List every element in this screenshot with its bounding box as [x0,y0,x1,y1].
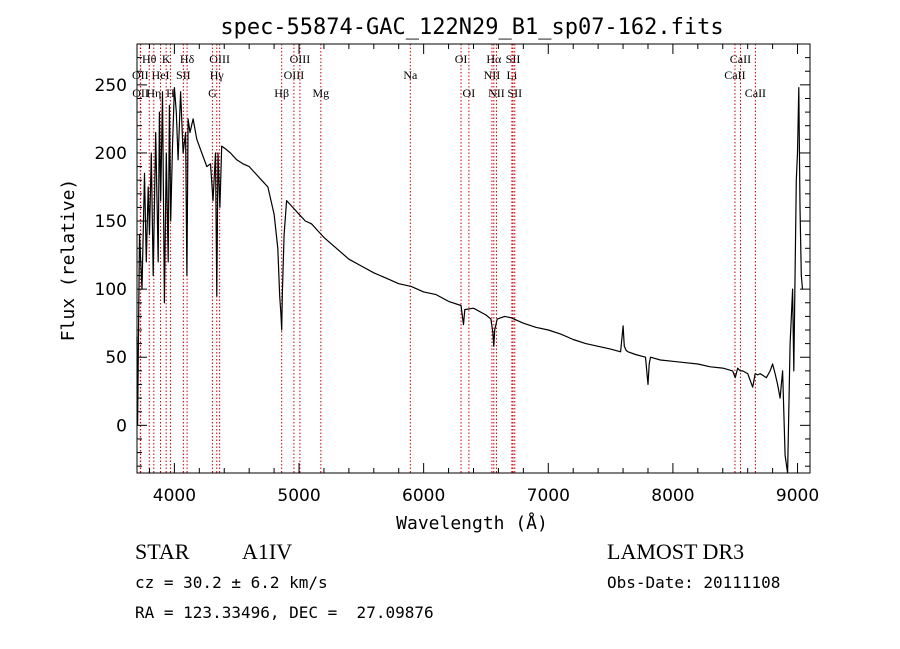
spectral-line-label: OI [455,52,468,66]
y-tick-label: 250 [95,76,127,96]
y-tick-label: 50 [105,348,127,368]
axes: 4000 5000 6000 7000 8000 9000 0 50 100 150 200 250 [95,44,819,506]
spectrum-chart: spec-55874-GAC_122N29_B1_sp07-162.fits H… [58,15,819,534]
spectral-line-label: Na [403,68,418,82]
spectral-line-label: CaII [745,86,766,100]
plot-frame [136,43,811,474]
spectral-line-label: Mg [312,86,329,100]
spectral-line-label: NII [484,68,501,82]
y-axis-label: Flux (relative) [58,179,79,342]
spectral-line-label: SII [507,86,522,100]
redshift-velocity: cz = 30.2 ± 6.2 km/s [135,573,328,592]
x-axis-label: Wavelength (Å) [396,512,548,534]
spectrum-series [136,86,804,474]
x-tick-label: 7000 [527,486,570,506]
y-tick-label: 150 [95,212,127,232]
y-tick-label: 200 [95,144,127,164]
spectral-line-label: OIII [209,52,230,66]
object-subclass: A1IV [242,539,293,564]
spectral-line-label: OIII [284,68,305,82]
spectral-line-label: OI [463,86,476,100]
observation-date: Obs-Date: 20111108 [607,573,781,592]
spectral-line-label: CaII [724,68,745,82]
spectral-line-label: NII [488,86,505,100]
spectral-line-label: OII [132,68,149,82]
spectral-line-label: Hα [486,52,502,66]
chart-title: spec-55874-GAC_122N29_B1_sp07-162.fits [220,15,723,40]
spectral-line-label: K [162,52,171,66]
spectral-line-label: CaII [730,52,751,66]
spectral-line-label: G [208,86,217,100]
spectral-line-label: Hβ [274,86,289,100]
spectral-line-label: Hδ [180,52,195,66]
coordinates: RA = 123.33496, DEC = 27.09876 [135,603,434,622]
x-tick-label: 4000 [153,486,196,506]
spectral-line-label: SII [506,52,521,66]
spectral-line-label: Li [507,68,518,82]
spectral-line-label: SII [176,68,191,82]
spectral-line-label: Hγ [210,68,225,82]
spectral-line-label: Hη [146,86,161,100]
x-tick-label: 9000 [776,486,819,506]
y-tick-label: 0 [116,416,127,436]
survey-name: LAMOST DR3 [607,539,745,564]
x-tick-label: 6000 [402,486,445,506]
spectral-line-label: OII [132,86,149,100]
x-tick-label: 8000 [651,486,694,506]
x-tick-label: 5000 [277,486,320,506]
spectral-line-label: HeI [152,68,170,82]
spectral-line-label: H [166,86,175,100]
y-tick-label: 100 [95,280,127,300]
spectral-line-label: Hθ [142,52,157,66]
spectral-line-label: OIII [290,52,311,66]
object-class: STAR [135,539,190,564]
spectrum-line [136,86,804,474]
